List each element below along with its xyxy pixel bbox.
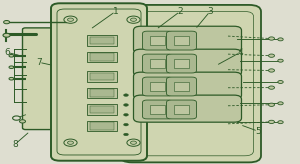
- Text: 5: 5: [255, 127, 261, 136]
- Bar: [87, 121, 117, 131]
- FancyBboxPatch shape: [167, 54, 197, 73]
- Circle shape: [9, 66, 14, 69]
- Circle shape: [68, 18, 74, 21]
- Bar: [87, 52, 117, 62]
- FancyBboxPatch shape: [134, 72, 242, 99]
- FancyBboxPatch shape: [167, 77, 197, 96]
- Circle shape: [127, 139, 140, 146]
- FancyBboxPatch shape: [22, 28, 64, 130]
- Circle shape: [130, 141, 136, 144]
- FancyBboxPatch shape: [51, 3, 147, 161]
- Bar: [87, 104, 117, 115]
- FancyBboxPatch shape: [142, 54, 172, 73]
- Circle shape: [13, 116, 20, 120]
- Bar: [90, 37, 114, 44]
- Bar: [90, 122, 114, 130]
- Bar: [90, 89, 114, 97]
- Bar: [150, 105, 165, 114]
- Circle shape: [130, 18, 136, 21]
- FancyBboxPatch shape: [142, 100, 172, 119]
- Circle shape: [64, 139, 77, 146]
- Circle shape: [124, 133, 128, 136]
- FancyBboxPatch shape: [142, 77, 172, 96]
- Bar: [90, 106, 114, 113]
- Text: 3: 3: [207, 7, 213, 16]
- Text: 4: 4: [237, 48, 243, 57]
- Bar: [174, 36, 189, 45]
- Circle shape: [127, 16, 140, 23]
- Bar: [174, 105, 189, 114]
- FancyBboxPatch shape: [128, 11, 254, 156]
- Bar: [87, 71, 117, 82]
- Circle shape: [268, 37, 274, 40]
- FancyBboxPatch shape: [167, 100, 197, 119]
- Circle shape: [278, 59, 283, 62]
- Bar: [87, 35, 117, 46]
- Circle shape: [68, 141, 74, 144]
- Circle shape: [124, 104, 128, 106]
- FancyBboxPatch shape: [134, 26, 242, 53]
- FancyBboxPatch shape: [134, 95, 242, 122]
- Circle shape: [124, 113, 128, 116]
- Bar: [174, 82, 189, 91]
- Circle shape: [124, 123, 128, 126]
- Bar: [87, 88, 117, 98]
- Text: 8: 8: [12, 140, 18, 149]
- Text: 6: 6: [4, 48, 10, 57]
- Circle shape: [4, 20, 10, 24]
- Bar: [90, 73, 114, 80]
- Circle shape: [20, 120, 26, 123]
- Bar: [90, 53, 114, 61]
- Circle shape: [278, 121, 283, 124]
- Circle shape: [268, 120, 274, 123]
- FancyBboxPatch shape: [120, 5, 261, 162]
- Text: 7: 7: [36, 58, 42, 67]
- FancyBboxPatch shape: [142, 31, 172, 50]
- FancyBboxPatch shape: [57, 9, 141, 155]
- Circle shape: [268, 86, 274, 89]
- Circle shape: [268, 103, 274, 106]
- Circle shape: [3, 33, 10, 37]
- Circle shape: [278, 102, 283, 105]
- Circle shape: [278, 81, 283, 83]
- Circle shape: [278, 38, 283, 41]
- Circle shape: [9, 54, 14, 57]
- Text: 1: 1: [112, 7, 118, 16]
- Circle shape: [268, 69, 274, 72]
- Bar: [150, 82, 165, 91]
- Text: 2: 2: [177, 7, 183, 16]
- Bar: [150, 36, 165, 45]
- Circle shape: [268, 54, 274, 57]
- Bar: [150, 59, 165, 68]
- FancyBboxPatch shape: [134, 49, 242, 76]
- Circle shape: [124, 94, 128, 96]
- Circle shape: [64, 16, 77, 23]
- FancyBboxPatch shape: [167, 31, 197, 50]
- Bar: [174, 59, 189, 68]
- Circle shape: [9, 77, 14, 80]
